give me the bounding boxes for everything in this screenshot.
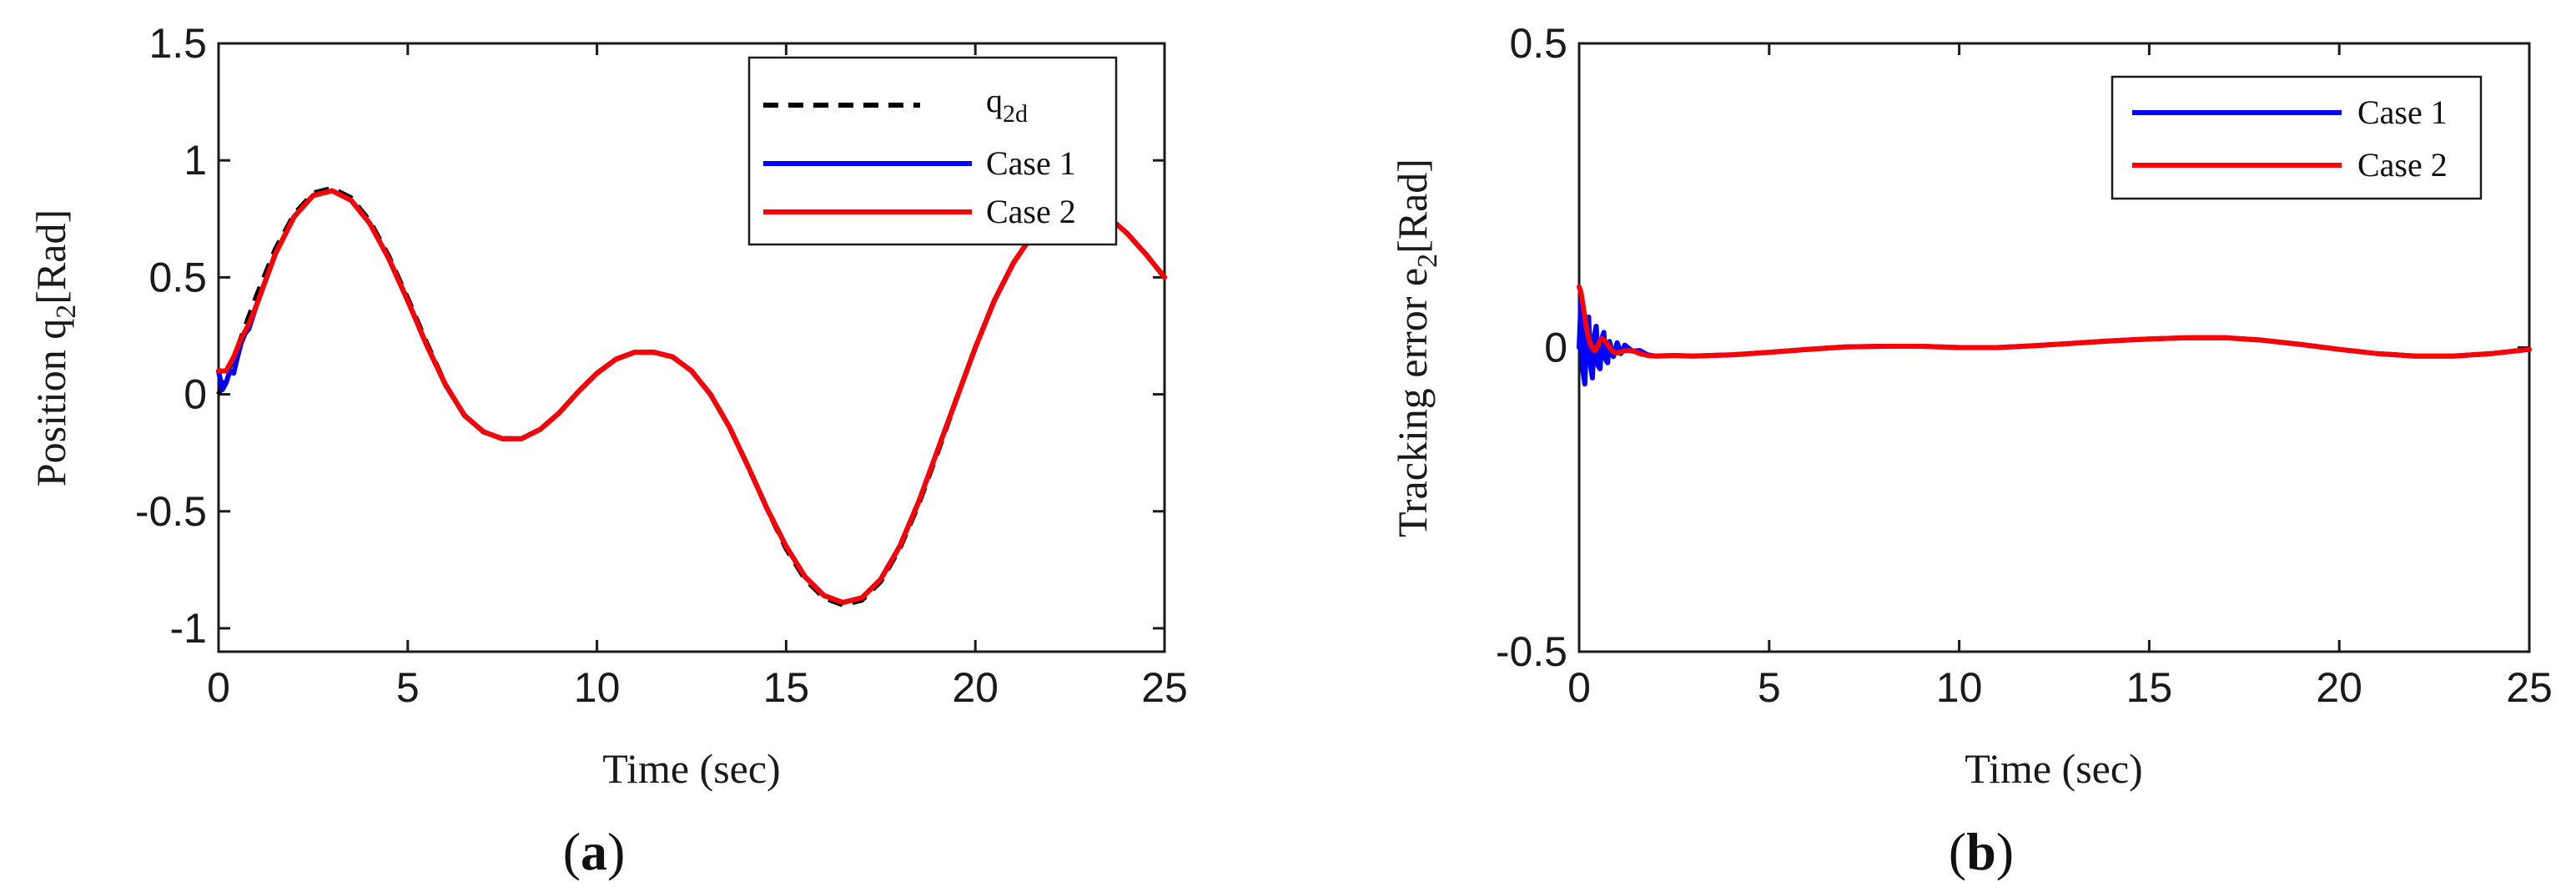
panel-b-label: (b) bbox=[1949, 822, 2014, 881]
plot-a-legend-q2d-sub: 2d bbox=[1003, 100, 1028, 128]
plot-b-legend-label-case1: Case 1 bbox=[2357, 93, 2448, 131]
plot-a-ytick-label: 0 bbox=[184, 371, 207, 418]
plot-a-ylabel-tail: [Rad] bbox=[28, 209, 74, 305]
panel-a-label: (a) bbox=[563, 822, 626, 881]
plot-a-xtick-label: 10 bbox=[574, 664, 621, 711]
plot-a-ytick-label: 0.5 bbox=[148, 254, 207, 300]
plot-a-ylabel: Position q2[Rad] bbox=[28, 209, 82, 486]
plot-a-legend-label-case2: Case 2 bbox=[986, 193, 1076, 230]
panel-a-letter: a bbox=[581, 822, 607, 881]
plot-a-ytick-label: 1 bbox=[184, 137, 207, 184]
plot-b-legend-label-case2: Case 2 bbox=[2357, 146, 2448, 184]
plot-b-legend: Case 1 Case 2 bbox=[2111, 75, 2483, 200]
plot-b-xtick-label: 25 bbox=[2506, 664, 2553, 711]
plot-a-xtick-label: 5 bbox=[396, 664, 420, 711]
plot-a-xtick-label: 15 bbox=[763, 664, 810, 711]
plot-b-ylabel-main: Tracking error e bbox=[1389, 268, 1436, 537]
plot-a-legend: q2d Case 1 Case 2 bbox=[747, 56, 1118, 246]
plot-b-ytick-label: 0 bbox=[1544, 325, 1567, 371]
plot-b-xtick-label: 20 bbox=[2316, 664, 2362, 711]
plot-a-series-case-2 bbox=[216, 188, 1167, 606]
plot-a-ylabel-main: Position q bbox=[28, 319, 74, 486]
plot-b-xtick-label: 15 bbox=[2126, 664, 2173, 711]
plot-a-series bbox=[216, 185, 1167, 607]
panel-a: 0 5 10 15 20 25 -1 -0.5 0 0.5 1 1.5 q2d Case 1 Case… bbox=[28, 20, 1188, 881]
plot-b-legend-box bbox=[2111, 75, 2483, 200]
plot-b-ylabel: Tracking error e2[Rad] bbox=[1389, 159, 1443, 537]
plot-a-ytick-label: 1.5 bbox=[148, 20, 207, 67]
plot-b-xtick-label: 10 bbox=[1936, 664, 1983, 711]
plot-b-series bbox=[1577, 284, 2532, 387]
plot-b-ytick-label: -0.5 bbox=[1496, 628, 1567, 675]
panel-b-letter: b bbox=[1966, 822, 1996, 881]
plot-a-legend-label-q2d: q2d bbox=[986, 82, 1028, 128]
plot-b-ylabel-tail: [Rad] bbox=[1389, 159, 1436, 254]
plot-b-ytick-label: 0.5 bbox=[1509, 20, 1567, 67]
plot-a-ytick-label: -1 bbox=[170, 605, 207, 652]
plot-a-legend-label-case1: Case 1 bbox=[986, 144, 1076, 182]
plot-a-ylabel-sub: 2 bbox=[51, 305, 82, 319]
plot-b-xlabel: Time (sec) bbox=[1965, 745, 2142, 792]
plot-a-xtick-label: 20 bbox=[952, 664, 999, 711]
plot-a-legend-q2d-main: q bbox=[986, 82, 1003, 119]
panel-b: 0 5 10 15 20 25-0.500.5 Case 1 Case 2 Time (s… bbox=[1389, 20, 2553, 881]
plot-b-xtick-label: 5 bbox=[1758, 664, 1781, 711]
plot-b-xtick-label: 0 bbox=[1567, 664, 1591, 711]
plot-a-xlabel: Time (sec) bbox=[602, 745, 780, 792]
plot-a-xtick-label: 0 bbox=[207, 664, 230, 711]
plot-a-xtick-label: 25 bbox=[1141, 664, 1188, 711]
plot-a-ticks: 0 5 10 15 20 25 -1 -0.5 0 0.5 1 1.5 bbox=[135, 20, 1188, 711]
plot-a-ytick-label: -0.5 bbox=[135, 488, 207, 535]
plot-b-series-case-2 bbox=[1577, 284, 2532, 359]
plot-b-ylabel-sub: 2 bbox=[1412, 254, 1443, 268]
